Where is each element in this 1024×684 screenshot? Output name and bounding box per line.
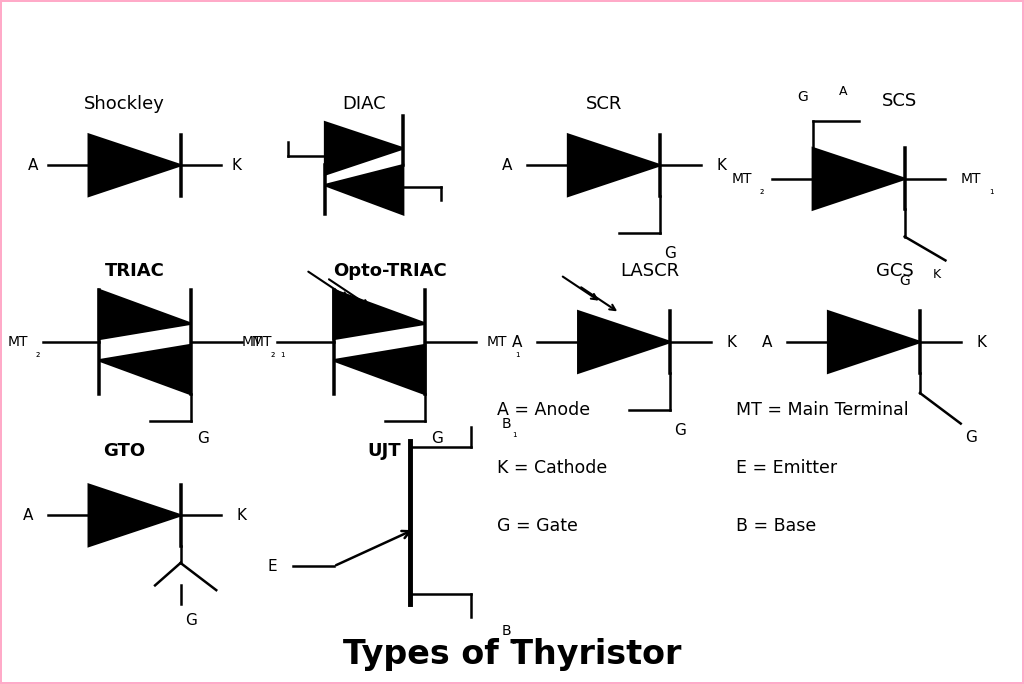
Text: ₂: ₂ [36, 350, 40, 359]
Text: G: G [798, 90, 808, 104]
Polygon shape [334, 290, 425, 339]
Polygon shape [579, 311, 670, 373]
Text: K: K [237, 508, 247, 523]
Polygon shape [325, 122, 403, 174]
Text: G = Gate: G = Gate [497, 516, 578, 535]
Text: SCR: SCR [586, 95, 622, 113]
Text: K: K [933, 267, 941, 280]
Polygon shape [89, 485, 180, 546]
Polygon shape [828, 311, 920, 373]
Text: SCS: SCS [882, 92, 918, 109]
Text: MT: MT [7, 335, 28, 349]
Text: G: G [431, 431, 443, 446]
Text: A: A [840, 86, 848, 98]
Text: ₁: ₁ [989, 186, 993, 196]
Text: G: G [965, 430, 977, 445]
Text: K: K [976, 334, 986, 350]
Text: K: K [231, 158, 242, 173]
Text: G: G [899, 274, 910, 288]
Text: B = Base: B = Base [736, 516, 816, 535]
Text: A: A [502, 158, 512, 173]
Text: MT: MT [242, 335, 262, 349]
Text: E = Emitter: E = Emitter [736, 459, 838, 477]
Polygon shape [99, 290, 190, 339]
Text: MT: MT [252, 335, 272, 349]
Text: A: A [512, 334, 522, 350]
Polygon shape [813, 148, 904, 209]
Text: K: K [726, 334, 736, 350]
Text: K: K [716, 158, 726, 173]
Text: G: G [184, 614, 197, 628]
Text: Types of Thyristor: Types of Thyristor [343, 638, 681, 671]
Text: G: G [675, 423, 686, 438]
Text: MT: MT [486, 335, 507, 349]
Text: ₂: ₂ [270, 350, 274, 359]
Text: B: B [502, 417, 511, 431]
Text: MT: MT [961, 172, 981, 186]
Text: MT = Main Terminal: MT = Main Terminal [736, 401, 909, 419]
Text: ₂: ₂ [512, 636, 516, 646]
Text: LASCR: LASCR [621, 261, 679, 280]
Text: Opto-TRIAC: Opto-TRIAC [333, 261, 446, 280]
Text: G: G [665, 246, 676, 261]
Text: GTO: GTO [103, 442, 145, 460]
Polygon shape [89, 135, 180, 196]
Text: Shockley: Shockley [84, 95, 165, 113]
Text: UJT: UJT [368, 442, 401, 460]
Text: ₁: ₁ [515, 350, 519, 359]
Text: A: A [762, 334, 772, 350]
Text: G: G [197, 431, 209, 446]
Text: K = Cathode: K = Cathode [497, 459, 607, 477]
Text: A: A [23, 508, 33, 523]
Text: ₁: ₁ [281, 350, 285, 359]
Polygon shape [99, 345, 190, 394]
Text: DIAC: DIAC [342, 95, 386, 113]
Text: A = Anode: A = Anode [497, 401, 590, 419]
Polygon shape [325, 166, 403, 214]
Text: B: B [502, 624, 511, 638]
Polygon shape [568, 135, 659, 196]
Text: TRIAC: TRIAC [104, 261, 165, 280]
Text: MT: MT [731, 172, 752, 186]
Text: ₂: ₂ [760, 186, 764, 196]
Text: A: A [28, 158, 38, 173]
Text: ₁: ₁ [512, 429, 516, 438]
Text: GCS: GCS [876, 261, 913, 280]
Polygon shape [334, 345, 425, 394]
Text: E: E [267, 559, 278, 574]
